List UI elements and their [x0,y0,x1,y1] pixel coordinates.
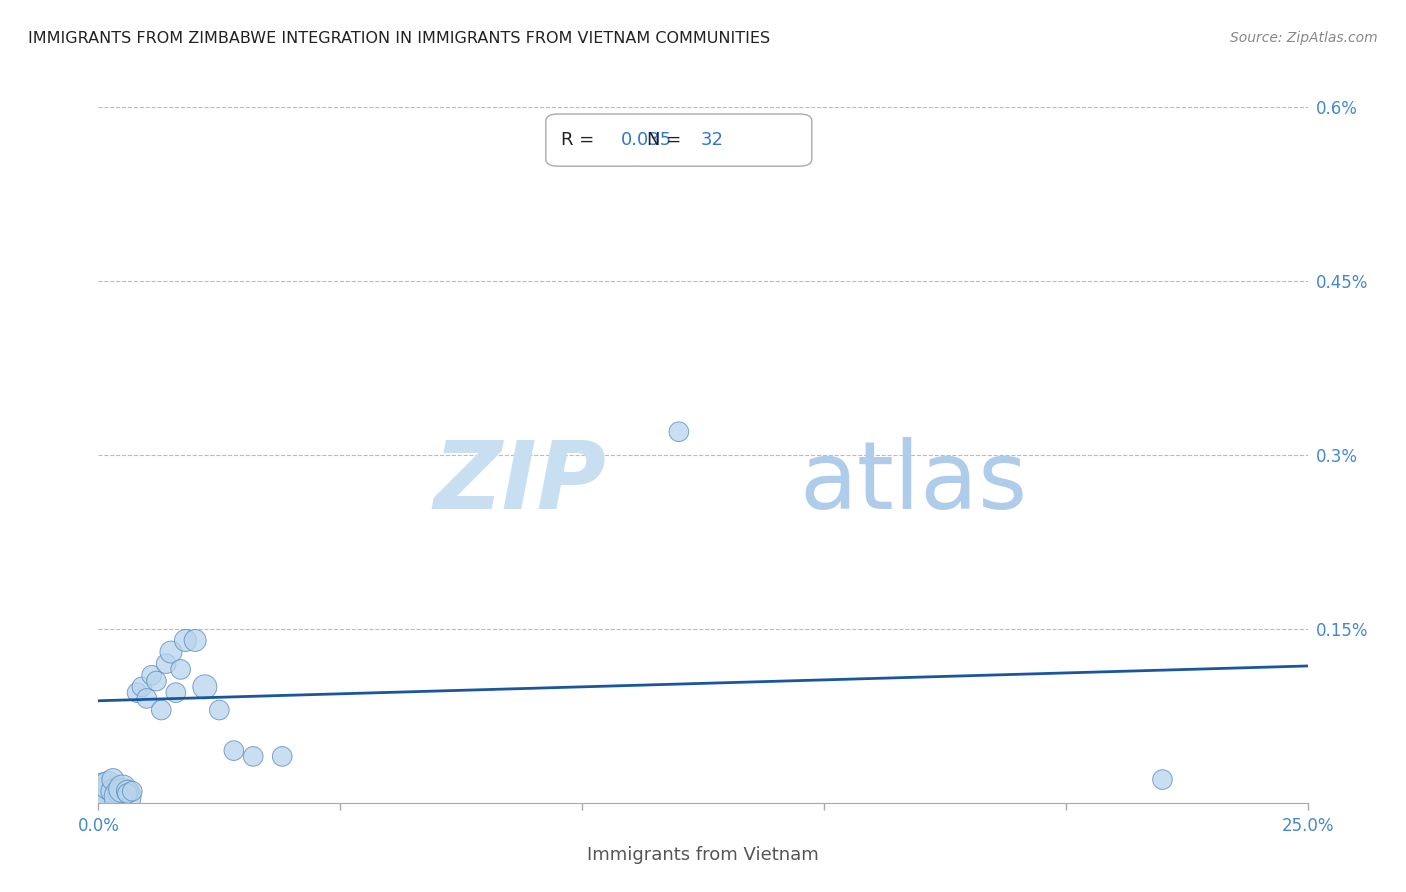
Point [135,691,157,706]
Point [107,787,129,801]
FancyBboxPatch shape [546,114,811,166]
Text: 0.035: 0.035 [621,131,672,149]
X-axis label: Immigrants from Vietnam: Immigrants from Vietnam [588,846,818,863]
Text: IMMIGRANTS FROM ZIMBABWE INTEGRATION IN IMMIGRANTS FROM VIETNAM COMMUNITIES: IMMIGRANTS FROM ZIMBABWE INTEGRATION IN … [28,31,770,46]
Text: R =: R = [561,131,600,149]
Point [194,680,217,694]
Point [91,784,114,798]
Point [271,749,294,764]
Point [121,784,143,798]
Point [155,657,177,671]
Point [117,787,139,801]
Point [111,790,134,805]
Text: ZIP: ZIP [433,437,606,529]
Point [242,749,264,764]
Point [1152,772,1174,787]
Point [160,645,183,659]
Point [91,790,114,805]
Point [101,784,124,798]
Point [165,685,187,699]
Point [184,633,207,648]
Point [131,680,153,694]
Point [97,778,120,793]
Point [127,685,149,699]
Text: Source: ZipAtlas.com: Source: ZipAtlas.com [1230,31,1378,45]
Point [169,662,191,677]
Point [101,772,124,787]
Point [150,703,173,717]
Point [174,633,197,648]
Point [208,703,231,717]
Point [222,744,245,758]
Point [668,425,690,439]
Point [145,674,167,689]
Text: N =: N = [647,131,688,149]
Text: atlas: atlas [800,437,1028,529]
Point [740,128,762,143]
Point [111,781,134,796]
Point [117,784,139,798]
Point [97,787,120,801]
Text: 32: 32 [700,131,724,149]
Point [141,668,163,682]
